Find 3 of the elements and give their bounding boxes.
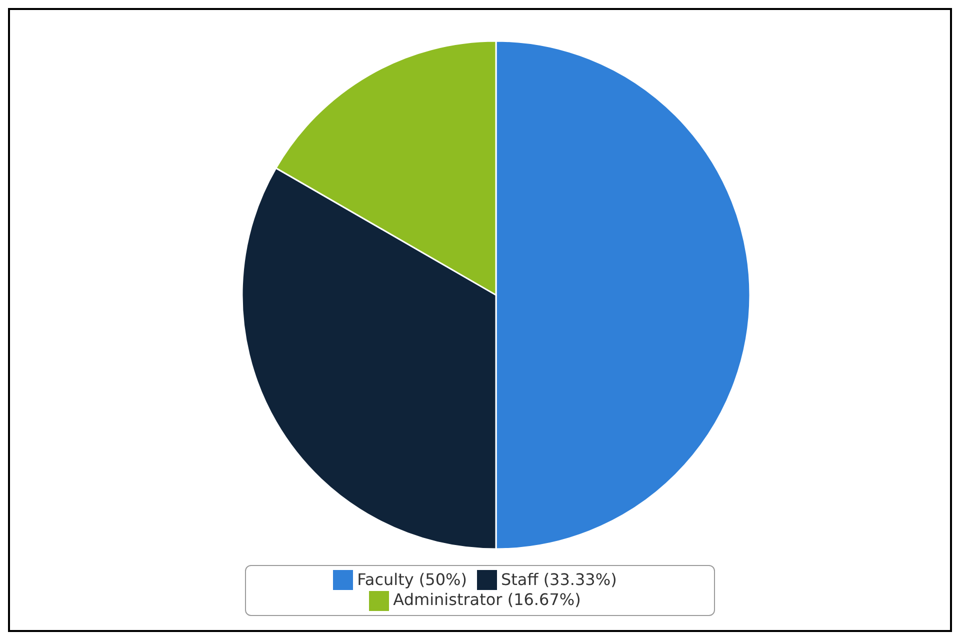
legend-label: Administrator (16.67%): [393, 590, 581, 610]
legend-label: Staff (33.33%): [500, 570, 617, 589]
legend-label: Faculty (50%): [357, 570, 467, 589]
